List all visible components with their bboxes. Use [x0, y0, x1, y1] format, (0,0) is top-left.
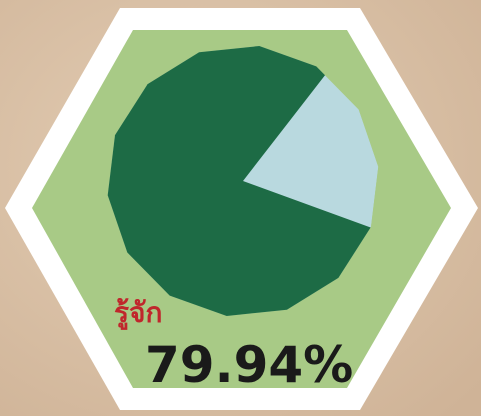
category-label: รู้จัก [114, 296, 162, 330]
value-label: 79.94% [145, 336, 353, 394]
